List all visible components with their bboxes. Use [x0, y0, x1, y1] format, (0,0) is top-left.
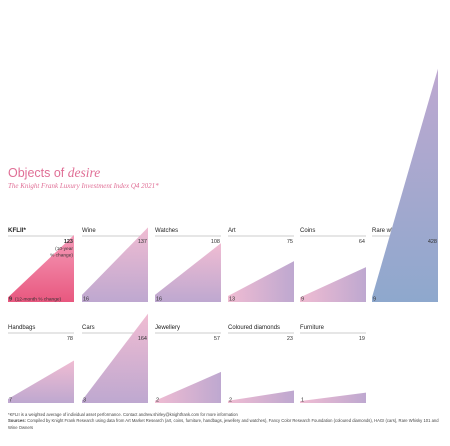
twelve-month-value-cars: 3	[83, 398, 86, 404]
area-cars	[82, 313, 148, 403]
ten-year-value-coins: 64	[359, 239, 365, 245]
ten-year-value-jewellery: 57	[214, 336, 220, 342]
panel-label-wine: Wine	[82, 228, 96, 234]
twelve-month-value-furniture: 1	[301, 398, 304, 404]
ten-year-value-rare-whisky: 428	[428, 239, 437, 245]
ten-year-value-wine: 137	[138, 239, 147, 245]
footnote-sources: Sources: Compiled by Knight Frank Resear…	[8, 418, 448, 431]
panel-label-art: Art	[228, 228, 236, 234]
area-watches	[155, 243, 221, 302]
twelve-month-value-coloured-diamonds: 2	[229, 398, 232, 404]
footnote: *KFLII is a weighted average of individu…	[8, 412, 448, 431]
twelve-month-value-coins: 9	[301, 297, 304, 303]
area-jewellery	[155, 371, 221, 403]
twelve-month-value-wine: 16	[83, 297, 89, 303]
twelve-month-value-jewellery: 2	[156, 398, 159, 404]
twelve-month-value-kflii: 9	[9, 297, 12, 303]
panel-label-furniture: Furniture	[300, 325, 325, 331]
ten-year-value-cars: 164	[138, 336, 147, 342]
sources-label: Sources:	[8, 418, 26, 424]
panel-label-coloured-diamonds: Coloured diamonds	[228, 325, 280, 331]
panel-label-kflii: KFLII*	[8, 227, 26, 234]
twelve-month-value-watches: 16	[156, 297, 162, 303]
area-art	[228, 261, 294, 302]
ten-year-value-watches: 108	[211, 239, 220, 245]
twelve-month-value-rare-whisky: 9	[373, 297, 376, 303]
area-handbags	[8, 360, 74, 403]
twelve-month-annotation: (12-month % change)	[15, 297, 62, 303]
chart-title: Objects of desire	[8, 165, 100, 181]
area-furniture	[300, 392, 366, 403]
ten-year-value-handbags: 78	[67, 336, 73, 342]
twelve-month-value-handbags: 7	[9, 398, 12, 404]
chart-subtitle: The Knight Frank Luxury Investment Index…	[8, 182, 159, 190]
sources-text: Compiled by Knight Frank Research using …	[8, 418, 439, 430]
twelve-month-value-art: 13	[229, 297, 235, 303]
ten-year-value-art: 75	[287, 239, 293, 245]
chart-title-emphasis: desire	[67, 165, 101, 180]
chart-title-prefix: Objects of	[8, 166, 68, 180]
panel-label-jewellery: Jewellery	[155, 325, 180, 331]
footnote-definition: *KFLII is a weighted average of individu…	[8, 412, 238, 417]
area-coins	[300, 267, 366, 302]
panel-label-handbags: Handbags	[8, 325, 35, 331]
ten-year-annotation-line-1: (10-year	[55, 246, 73, 252]
panel-label-coins: Coins	[300, 228, 315, 234]
area-rare-whisky	[372, 68, 438, 303]
ten-year-value-kflii: 123	[64, 239, 73, 245]
panel-label-watches: Watches	[155, 228, 178, 234]
ten-year-annotation-line-2: % change)	[50, 253, 73, 259]
panel-label-rare-whisky: Rare whisky	[372, 228, 405, 234]
area-kflii	[8, 234, 74, 302]
ten-year-value-furniture: 19	[359, 336, 365, 342]
panel-label-cars: Cars	[82, 325, 95, 331]
area-wine	[82, 227, 148, 302]
ten-year-value-coloured-diamonds: 23	[287, 336, 293, 342]
area-coloured-diamonds	[228, 390, 294, 403]
